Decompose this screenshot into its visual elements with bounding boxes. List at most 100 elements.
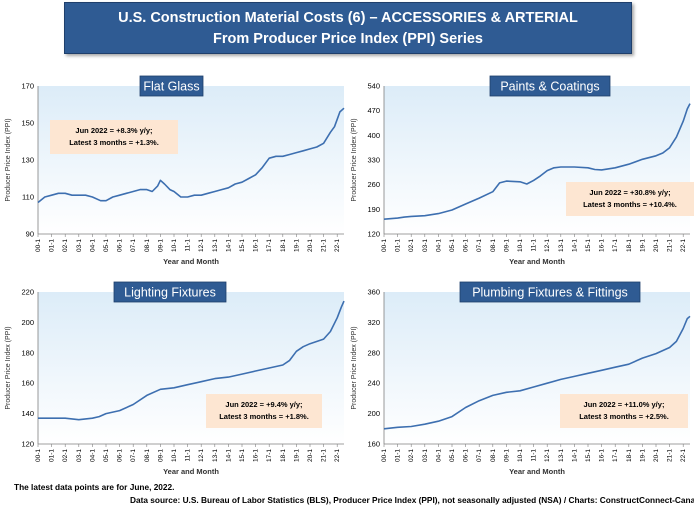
x-tick-label: 09-1 <box>157 449 164 462</box>
x-tick-label: 21-1 <box>321 239 328 252</box>
footer-note: The latest data points are for June, 202… <box>14 482 175 492</box>
x-tick-label: 10-1 <box>171 449 178 462</box>
x-tick-label: 08-1 <box>490 239 497 252</box>
x-tick-label: 18-1 <box>280 239 287 252</box>
chart-lighting-fixtures: 120 140 160 180 200 220 00-1 01-1 02-1 03-1 04-1 05… <box>5 281 345 476</box>
chart-paints-coatings: 120 190 260 330 400 470 540 00-1 01-1 02-1 03-1 04-… <box>351 75 694 266</box>
x-tick-label: 13-1 <box>212 239 219 252</box>
y-tick-label: 360 <box>367 288 380 297</box>
y-tick-label: 190 <box>367 205 380 214</box>
x-tick-label: 17-1 <box>612 239 619 252</box>
y-tick-label: 170 <box>21 82 34 91</box>
x-tick-label: 08-1 <box>144 239 151 252</box>
title-banner: U.S. Construction Material Costs (6) – A… <box>64 2 632 54</box>
x-tick-label: 09-1 <box>503 449 510 462</box>
x-tick-label: 10-1 <box>517 239 524 252</box>
y-tick-label: 330 <box>367 156 380 165</box>
y-tick-label: 140 <box>21 409 34 418</box>
x-tick-label: 06-1 <box>117 239 124 252</box>
y-tick-label: 220 <box>21 288 34 297</box>
x-tick-label: 12-1 <box>198 239 205 252</box>
x-tick-label: 11-1 <box>185 239 192 252</box>
title-line-2: From Producer Price Index (PPI) Series <box>213 31 483 47</box>
y-tick-label: 400 <box>367 131 380 140</box>
series-line <box>383 103 691 220</box>
chart-title: Plumbing Fixtures & Fittings <box>472 286 628 300</box>
x-tick-label: 14-1 <box>225 449 232 462</box>
x-tick-label: 22-1 <box>334 239 341 252</box>
x-tick-label: 20-1 <box>653 449 660 462</box>
x-tick-label: 02-1 <box>62 239 69 252</box>
x-tick-label: 13-1 <box>558 449 565 462</box>
x-tick-label: 01-1 <box>49 449 56 462</box>
x-tick-label: 00-1 <box>381 449 388 462</box>
x-tick-label: 15-1 <box>239 449 246 462</box>
y-tick-label: 240 <box>367 379 380 388</box>
y-axis-label: Producer Price Index (PPI) <box>5 118 12 201</box>
x-tick-label: 17-1 <box>266 239 273 252</box>
x-tick-label: 04-1 <box>435 449 442 462</box>
x-tick-label: 20-1 <box>653 239 660 252</box>
x-tick-label: 05-1 <box>449 449 456 462</box>
annotation-line: Latest 3 months = +1.3%. <box>69 138 159 147</box>
series-line <box>37 107 345 204</box>
y-tick-label: 470 <box>367 106 380 115</box>
annotation-line: Jun 2022 = +9.4% y/y; <box>225 400 302 409</box>
x-tick-label: 08-1 <box>144 449 151 462</box>
annotation-line: Jun 2022 = +11.0% y/y; <box>584 400 665 409</box>
y-tick-label: 160 <box>367 440 380 449</box>
x-tick-label: 09-1 <box>157 239 164 252</box>
annotation-line: Latest 3 months = +1.8%. <box>219 412 309 421</box>
x-tick-label: 22-1 <box>680 239 687 252</box>
chart-title: Flat Glass <box>143 80 199 94</box>
y-tick-label: 280 <box>367 348 380 357</box>
x-tick-label: 07-1 <box>130 449 137 462</box>
x-tick-label: 00-1 <box>381 239 388 252</box>
x-tick-label: 21-1 <box>667 449 674 462</box>
x-tick-label: 04-1 <box>89 239 96 252</box>
annotation-line: Latest 3 months = +10.4%. <box>583 200 677 209</box>
y-tick-label: 90 <box>26 230 34 239</box>
x-tick-label: 16-1 <box>253 239 260 252</box>
annotation-box <box>560 394 688 428</box>
x-tick-label: 17-1 <box>266 449 273 462</box>
x-tick-label: 04-1 <box>89 449 96 462</box>
x-tick-label: 19-1 <box>293 449 300 462</box>
footer-source: Data source: U.S. Bureau of Labor Statis… <box>130 495 694 505</box>
x-tick-label: 22-1 <box>334 449 341 462</box>
x-tick-label: 04-1 <box>435 239 442 252</box>
x-tick-label: 19-1 <box>639 239 646 252</box>
x-tick-label: 13-1 <box>212 449 219 462</box>
x-tick-label: 05-1 <box>103 449 110 462</box>
x-tick-label: 00-1 <box>35 239 42 252</box>
x-tick-label: 18-1 <box>626 449 633 462</box>
y-tick-label: 150 <box>21 119 34 128</box>
x-tick-label: 07-1 <box>130 239 137 252</box>
x-tick-label: 00-1 <box>35 449 42 462</box>
x-tick-label: 21-1 <box>321 449 328 462</box>
x-tick-label: 13-1 <box>558 239 565 252</box>
x-tick-label: 16-1 <box>599 449 606 462</box>
x-tick-label: 20-1 <box>307 449 314 462</box>
x-tick-label: 14-1 <box>571 449 578 462</box>
y-tick-label: 260 <box>367 180 380 189</box>
plot-area <box>38 86 344 234</box>
x-tick-label: 02-1 <box>408 239 415 252</box>
y-tick-label: 320 <box>367 318 380 327</box>
x-tick-label: 06-1 <box>117 449 124 462</box>
annotation-box <box>50 120 178 154</box>
chart-plumbing-fixtures: 160 200 240 280 320 360 00-1 01-1 02-1 03-1 04-1 05… <box>351 281 691 476</box>
annotation-line: Jun 2022 = +8.3% y/y; <box>75 126 152 135</box>
y-tick-label: 130 <box>21 156 34 165</box>
x-tick-label: 12-1 <box>544 239 551 252</box>
x-tick-label: 14-1 <box>571 239 578 252</box>
series-line <box>38 300 345 421</box>
x-tick-label: 10-1 <box>517 449 524 462</box>
x-tick-label: 15-1 <box>585 449 592 462</box>
x-axis-label: Year and Month <box>509 257 565 266</box>
x-tick-label: 06-1 <box>463 449 470 462</box>
x-axis-label: Year and Month <box>163 257 219 266</box>
x-tick-label: 19-1 <box>293 239 300 252</box>
x-tick-label: 01-1 <box>395 239 402 252</box>
x-tick-label: 03-1 <box>422 449 429 462</box>
